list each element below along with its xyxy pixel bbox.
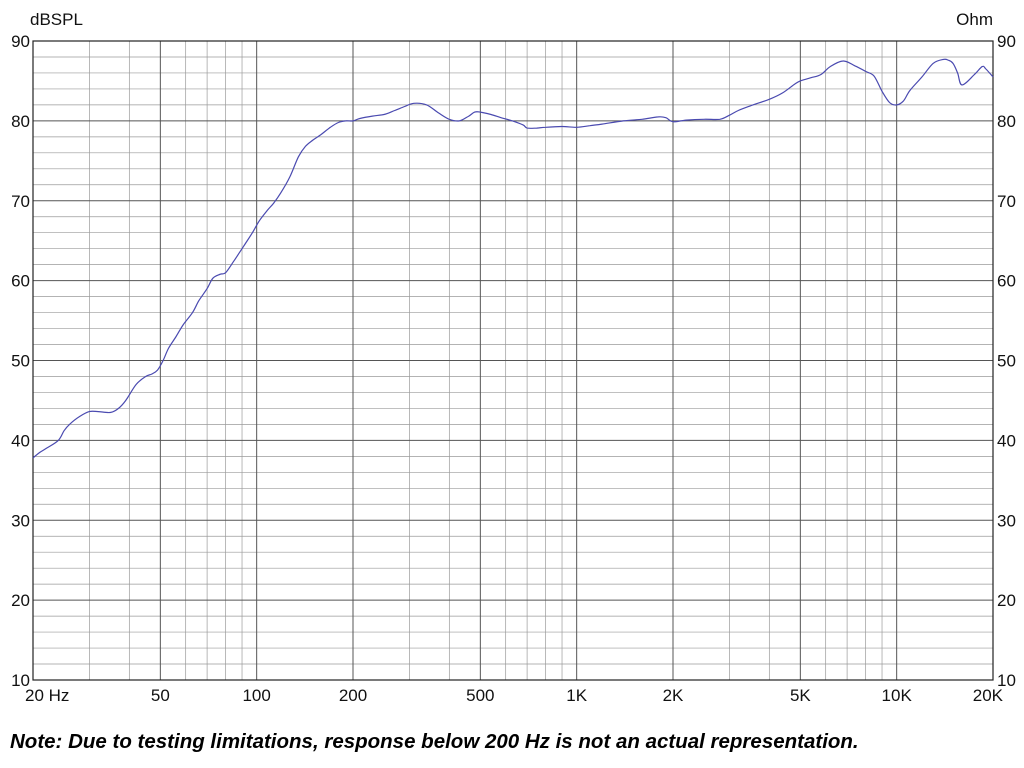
right-axis-unit: Ohm [956,10,993,29]
x-tick-label: 200 [339,686,367,705]
x-tick-label: 20K [973,686,1004,705]
x-tick-label: 10K [882,686,913,705]
response-curve [32,58,994,459]
y-tick-label-right: 60 [997,272,1016,291]
x-tick-label: 1K [566,686,587,705]
y-tick-label-left: 90 [11,32,30,51]
x-tick-label: 100 [242,686,270,705]
y-tick-label-right: 70 [997,192,1016,211]
y-tick-label-left: 10 [11,671,30,690]
right-y-axis-labels: 10 20 30 40 50 60 70 80 90 [997,32,1016,690]
x-axis-labels: 20 Hz 50 100 200 500 1K 2K 5K 10K 20K [25,686,1004,705]
y-tick-label-right: 50 [997,352,1016,371]
x-tick-label: 5K [790,686,811,705]
plot-border [32,40,994,681]
left-axis-unit: dBSPL [30,10,83,29]
left-y-axis-labels: 10 20 30 40 50 60 70 80 90 [11,32,30,690]
y-tick-label-right: 40 [997,431,1016,450]
y-tick-label-right: 10 [997,671,1016,690]
y-tick-label-left: 70 [11,192,30,211]
y-tick-label-right: 80 [997,112,1016,131]
y-tick-label-left: 30 [11,511,30,530]
y-tick-label-left: 60 [11,272,30,291]
y-tick-label-left: 40 [11,431,30,450]
x-tick-label: 2K [663,686,684,705]
footnote: Note: Due to testing limitations, respon… [10,730,859,753]
y-tick-label-left: 20 [11,591,30,610]
x-tick-label: 50 [151,686,170,705]
y-tick-label-right: 30 [997,511,1016,530]
x-tick-label: 20 Hz [25,686,69,705]
y-tick-label-right: 20 [997,591,1016,610]
x-tick-label: 500 [466,686,494,705]
y-tick-label-right: 90 [997,32,1016,51]
frequency-response-chart: 10 20 30 40 50 60 70 80 90 10 20 30 40 50 60 70 80 90 20… [11,10,1016,705]
y-tick-label-left: 80 [11,112,30,131]
y-tick-label-left: 50 [11,352,30,371]
